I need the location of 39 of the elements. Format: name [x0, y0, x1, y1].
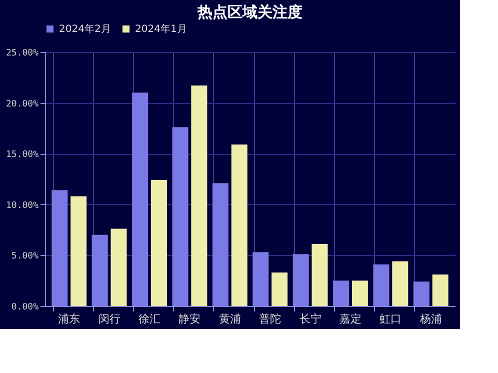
y-tick-label: 10.00%	[6, 200, 40, 211]
bar	[150, 180, 167, 306]
x-tick-label: 普陀	[259, 312, 282, 326]
bar	[432, 274, 448, 306]
bar	[292, 254, 309, 306]
chart-title: 热点区域关注度	[196, 3, 302, 21]
legend-label: 2024年1月	[135, 23, 187, 35]
y-tick-label: 15.00%	[6, 150, 40, 160]
bar	[413, 282, 430, 306]
y-tick-label: 25.00%	[6, 48, 40, 58]
x-tick-label: 虹口	[380, 312, 402, 326]
bar	[132, 92, 148, 306]
bar	[392, 261, 408, 306]
bar	[373, 264, 390, 306]
bar	[92, 234, 108, 306]
x-tick-label: 长宁	[299, 312, 322, 326]
bar	[312, 244, 328, 306]
bar	[252, 252, 269, 306]
x-tick-label: 黄浦	[218, 312, 241, 326]
legend-label: 2024年2月	[59, 23, 111, 35]
bar	[272, 272, 288, 306]
bar	[110, 228, 127, 306]
bar	[191, 86, 208, 306]
x-tick-label: 浦东	[58, 312, 80, 326]
x-tick-label: 静安	[178, 312, 201, 326]
y-tick-label: 5.00%	[11, 252, 40, 262]
bar	[172, 127, 188, 306]
x-tick-label: 嘉定	[339, 312, 362, 326]
x-tick-label: 徐汇	[138, 312, 161, 326]
bar	[70, 196, 87, 306]
x-tick-label: 杨浦	[418, 312, 442, 326]
bar	[352, 280, 368, 306]
bar	[212, 183, 228, 306]
bar	[333, 280, 350, 306]
y-tick-label: 20.00%	[6, 99, 40, 110]
x-tick-label: 闵行	[98, 312, 120, 326]
y-tick-label: 0.00%	[11, 302, 40, 312]
bar	[231, 144, 248, 306]
bar	[52, 190, 68, 306]
